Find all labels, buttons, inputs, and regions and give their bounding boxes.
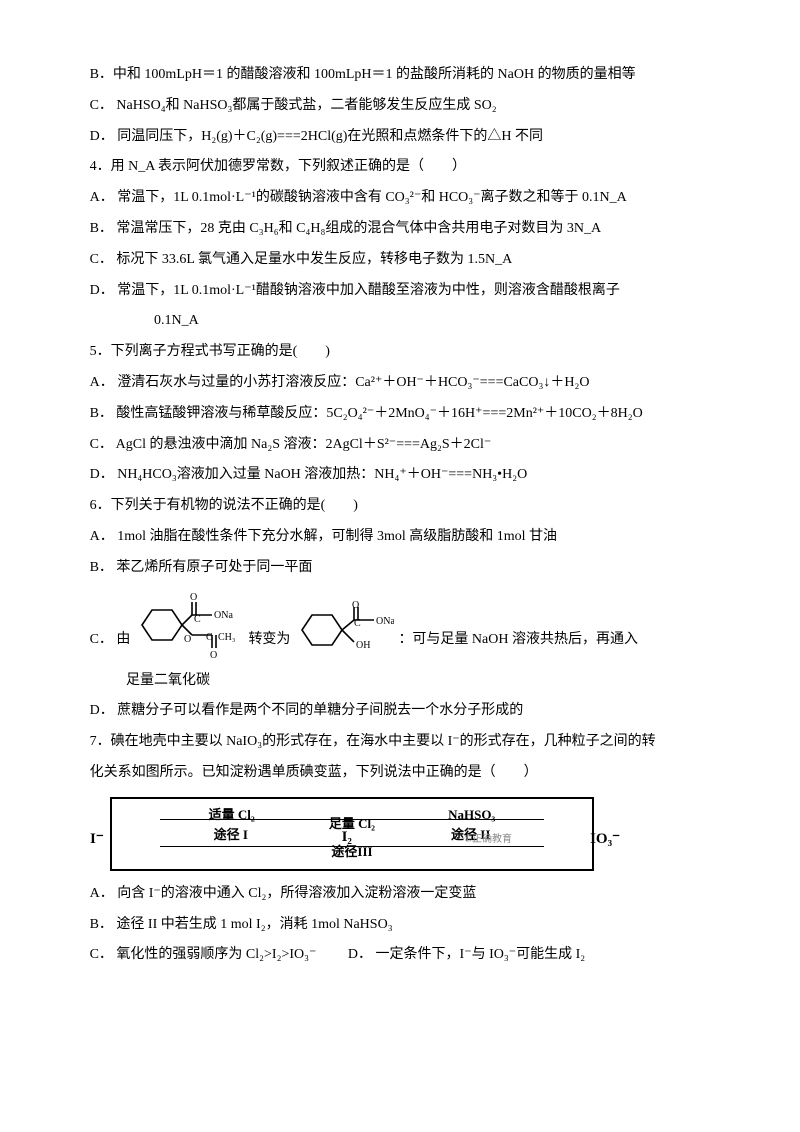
q3-option-b: B．中和 100mLpH＝1 的醋酸溶液和 100mLpH＝1 的盐酸所消耗的 … — [70, 60, 730, 91]
q6-option-c-mid: 转变为 — [248, 631, 290, 659]
svg-text:CH₃: CH₃ — [218, 632, 235, 643]
q4-option-b: B． 常温常压下，28 克由 C₃H₆和 C₄H₈组成的混合气体中含共用电子对数… — [70, 214, 730, 245]
q7-stem-2: 化关系如图所示。已知淀粉遇单质碘变蓝，下列说法中正确的是（ ） — [70, 758, 730, 789]
q7-option-cd: C． 氧化性的强弱顺序为 Cl₂>I₂>IO₃⁻ D． 一定条件下，I⁻与 IO… — [70, 940, 730, 971]
q5-stem: 5．下列离子方程式书写正确的是( ) — [70, 337, 730, 368]
q7-option-b: B． 途径 II 中若生成 1 mol I₂，消耗 1mol NaHSO₃ — [70, 910, 730, 941]
svg-text:O: O — [184, 634, 191, 645]
svg-text:O: O — [352, 600, 359, 611]
q5-option-d: D． NH₄HCO₃溶液加入过量 NaOH 溶液加热：NH₄⁺＋OH⁻===NH… — [70, 460, 730, 491]
q6-option-c-cont: 足量二氧化碳 — [70, 666, 730, 697]
q7-option-a: A． 向含 I⁻的溶液中通入 Cl₂，所得溶液加入淀粉溶液一定变蓝 — [70, 879, 730, 910]
q4-option-a: A． 常温下，1L 0.1mol·L⁻¹的碳酸钠溶液中含有 CO₃²⁻和 HCO… — [70, 183, 730, 214]
iodine-diagram: I⁻ IO₃⁻ 适量 Cl₂ NaHSO₃ I₂ 途径 I 途径 II 足量 C… — [110, 797, 594, 871]
q4-option-d: D． 常温下，1L 0.1mol·L⁻¹醋酸钠溶液中加入醋酸至溶液为中性，则溶液… — [70, 276, 730, 307]
svg-text:C: C — [206, 632, 213, 643]
q6-option-a: A． 1mol 油脂在酸性条件下充分水解，可制得 3mol 高级脂肪酸和 1mo… — [70, 522, 730, 553]
q5-option-c: C． AgCl 的悬浊液中滴加 Na₂S 溶液：2AgCl＋S²⁻===Ag₂S… — [70, 430, 730, 461]
q3-option-d: D． 同温同压下，H₂(g)＋C₂(g)===2HCl(g)在光照和点燃条件下的… — [70, 122, 730, 153]
watermark: ©正确教育 — [464, 829, 512, 851]
q4-stem: 4．用 N_A 表示阿伏加德罗常数，下列叙述正确的是（ ） — [70, 152, 730, 183]
q6-option-b: B． 苯乙烯所有原子可处于同一平面 — [70, 553, 730, 584]
q5-option-a: A． 澄清石灰水与过量的小苏打溶液反应：Ca²⁺＋OH⁻＋HCO₃⁻===CaC… — [70, 368, 730, 399]
diagram-bot: 途径III — [331, 844, 372, 859]
q3-option-c: C． NaHSO₄和 NaHSO₃都属于酸式盐，二者能够发生反应生成 SO₂ — [70, 91, 730, 122]
svg-text:ONa: ONa — [214, 610, 233, 621]
molecule-2-icon: O C ONa OH — [294, 600, 394, 660]
q6-stem: 6．下列关于有机物的说法不正确的是( ) — [70, 491, 730, 522]
svg-text:ONa: ONa — [376, 616, 394, 627]
svg-text:C: C — [354, 618, 361, 629]
q4-option-d-cont: 0.1N_A — [70, 306, 730, 337]
molecule-1-icon: O ONa O CH₃ O C C — [134, 590, 244, 660]
q6-option-c-post: ：可与足量 NaOH 溶液共热后，再通入 — [398, 631, 638, 659]
diagram-bot-top: 足量 Cl₂ — [329, 816, 375, 831]
q6-option-c-pre: C． 由 — [90, 631, 131, 659]
svg-text:O: O — [190, 592, 197, 603]
q5-option-b: B． 酸性高锰酸钾溶液与稀草酸反应：5C₂O₄²⁻＋2MnO₄⁻＋16H⁺===… — [70, 399, 730, 430]
diagram-right-label: IO₃⁻ — [590, 823, 620, 856]
q4-option-c: C． 标况下 33.6L 氯气通入足量水中发生反应，转移电子数为 1.5N_A — [70, 245, 730, 276]
svg-text:O: O — [210, 650, 217, 660]
q6-option-d: D． 蔗糖分子可以看作是两个不同的单糖分子间脱去一个水分子形成的 — [70, 696, 730, 727]
svg-text:C: C — [194, 614, 201, 625]
svg-text:OH: OH — [356, 640, 370, 651]
q7-stem-1: 7．碘在地壳中主要以 NaIO₃的形式存在，在海水中主要以 I⁻的形式存在，几种… — [70, 727, 730, 758]
diagram-left-label: I⁻ — [90, 823, 104, 856]
